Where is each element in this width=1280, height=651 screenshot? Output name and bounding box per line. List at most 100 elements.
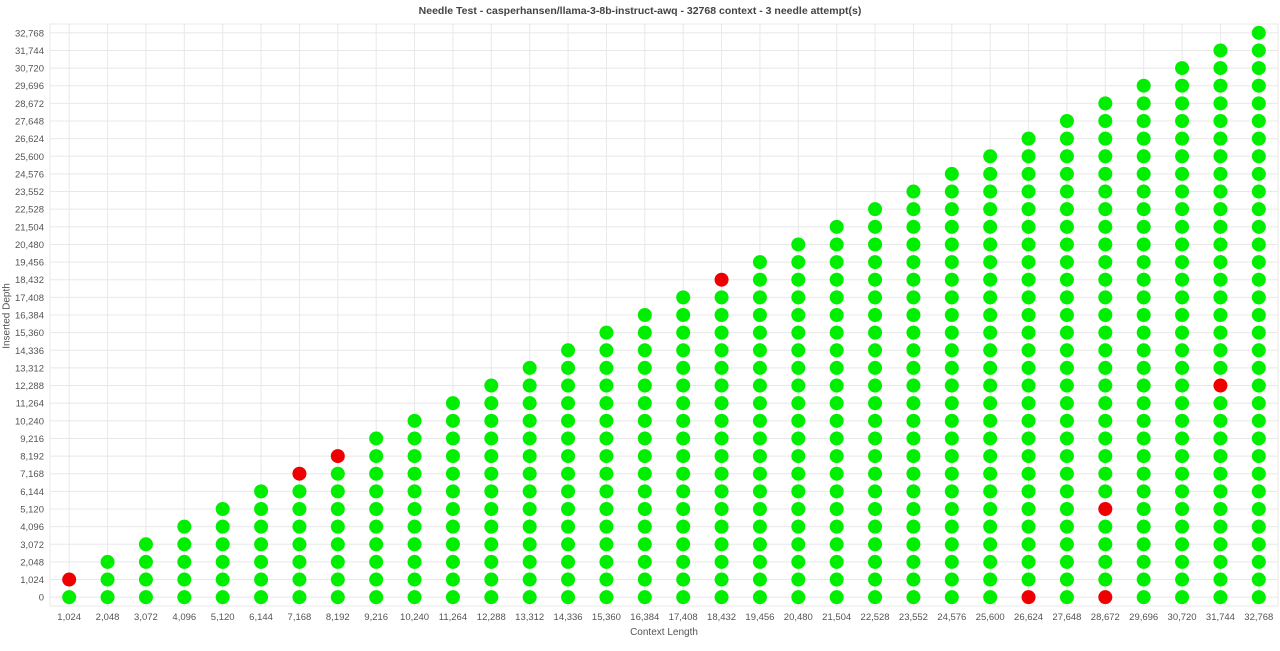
pass-point [1251,484,1266,499]
y-tick-label: 30,720 [15,64,44,75]
x-tick-label: 10,240 [400,612,429,623]
fail-point [1098,590,1113,605]
y-axis-ticks: 0 1,024 2,048 3,072 4,096 5,120 6,144 7,168 8,19… [15,28,44,603]
pass-point [1059,202,1074,217]
pass-point [1213,184,1228,199]
pass-point [1251,219,1266,234]
pass-point [752,484,767,499]
pass-point [1059,431,1074,446]
pass-point [1021,396,1036,411]
pass-point [561,590,576,605]
pass-point [714,537,729,552]
pass-point [1175,237,1190,252]
pass-point [944,272,959,287]
pass-point [1059,166,1074,181]
y-tick-label: 4,096 [20,522,44,533]
pass-point [1175,114,1190,128]
pass-point [484,554,499,569]
pass-point [1098,184,1113,199]
pass-point [369,537,384,552]
pass-point [1175,343,1190,358]
pass-point [906,378,921,393]
pass-point [1175,272,1190,287]
pass-point [484,413,499,428]
y-tick-label: 19,456 [15,258,44,269]
pass-point [983,502,998,516]
pass-point [944,343,959,358]
pass-point [906,360,921,375]
pass-point [522,360,537,375]
pass-point [752,360,767,375]
pass-point [292,484,307,499]
pass-point [1059,343,1074,358]
x-tick-label: 2,048 [96,612,120,623]
x-tick-label: 18,432 [707,612,736,623]
pass-point [1213,325,1228,340]
pass-point [791,590,806,605]
pass-point [1175,396,1190,411]
pass-point [637,343,652,358]
y-tick-label: 11,264 [16,399,44,410]
pass-point [944,360,959,375]
pass-point [1021,237,1036,252]
pass-point [1136,502,1151,516]
pass-point [868,449,883,464]
pass-point [829,466,844,481]
pass-point [868,572,883,587]
pass-point [983,519,998,534]
pass-point [1136,166,1151,181]
pass-point [791,537,806,552]
pass-point [944,519,959,534]
pass-point [1059,219,1074,234]
pass-point [1175,290,1190,305]
pass-point [1136,484,1151,499]
pass-point [944,466,959,481]
x-tick-label: 14,336 [554,612,583,623]
pass-point [1251,325,1266,340]
pass-point [1021,272,1036,287]
pass-point [484,466,499,481]
pass-point [369,554,384,569]
pass-point [1175,431,1190,446]
pass-point [254,572,269,587]
pass-point [1021,537,1036,552]
pass-point [829,449,844,464]
pass-point [1098,519,1113,534]
pass-point [1059,537,1074,552]
pass-point [676,360,691,375]
pass-point [944,449,959,464]
x-axis-ticks: 1,024 2,048 3,072 4,096 5,120 6,144 7,168 8,192… [57,612,1273,623]
pass-point [1021,308,1036,322]
pass-point [445,466,460,481]
pass-point [983,449,998,464]
pass-point [829,519,844,534]
fail-point [62,572,77,587]
pass-point [1175,219,1190,234]
x-tick-label: 25,600 [976,612,1005,623]
y-tick-label: 28,672 [15,99,44,110]
y-tick-label: 17,408 [15,293,44,304]
pass-point [1136,131,1151,146]
pass-point [1251,114,1266,128]
pass-point [561,502,576,516]
pass-point [1059,378,1074,393]
pass-point [1136,96,1151,111]
fail-point [1213,378,1228,393]
pass-point [983,537,998,552]
y-tick-label: 21,504 [15,222,44,233]
pass-point [752,308,767,322]
pass-point [868,590,883,605]
pass-point [676,572,691,587]
pass-point [1251,308,1266,322]
pass-point [1213,114,1228,128]
pass-point [1059,114,1074,128]
pass-point [868,272,883,287]
pass-point [983,149,998,164]
pass-point [714,572,729,587]
pass-point [445,537,460,552]
pass-point [1136,378,1151,393]
y-tick-label: 18,432 [15,275,44,286]
pass-point [868,255,883,270]
pass-point [599,502,614,516]
pass-point [868,484,883,499]
